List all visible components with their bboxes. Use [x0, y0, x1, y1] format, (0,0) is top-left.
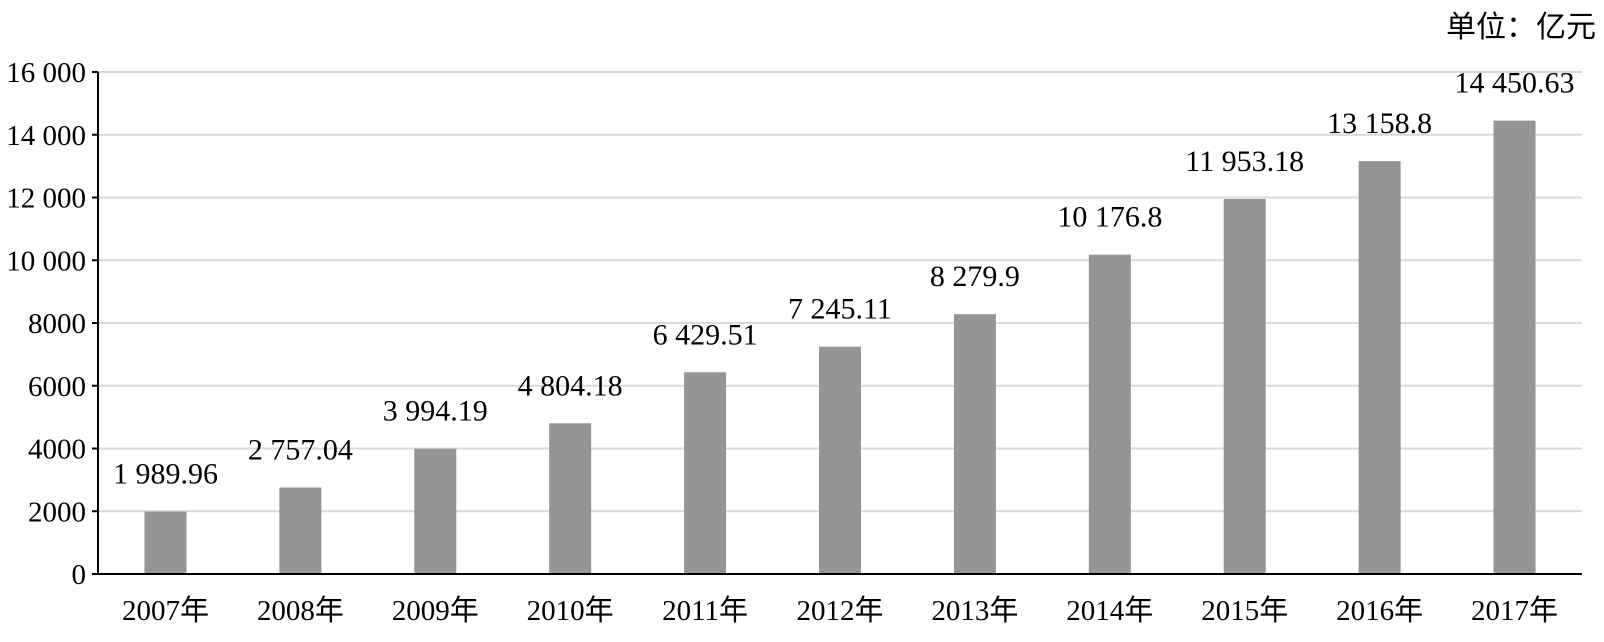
x-tick-label: 2013年 [931, 594, 1018, 627]
x-tick-label: 2017年 [1471, 594, 1558, 627]
data-label: 1 989.96 [113, 458, 218, 491]
y-tick-label: 16 000 [6, 57, 86, 89]
bar [279, 487, 322, 574]
data-label: 4 804.18 [518, 369, 623, 402]
y-tick-label: 12 000 [6, 183, 86, 215]
y-tick-labels: 0 2000 4000 6000 8000 10 000 12 000 14 000 16 00… [6, 57, 86, 591]
x-tick-label: 2007年 [122, 594, 209, 627]
x-tick-labels: 2007年 2008年 2009年 2010年 2011年 2012年 2013年 2014年… [122, 594, 1558, 627]
data-label: 2 757.04 [248, 433, 353, 466]
bar [684, 372, 727, 574]
bar [1493, 120, 1536, 574]
data-label: 10 176.8 [1057, 201, 1162, 234]
y-tick-label: 4000 [28, 434, 86, 466]
bar [549, 423, 592, 574]
bar [144, 511, 187, 574]
data-label: 6 429.51 [653, 318, 758, 351]
y-tick-label: 10 000 [6, 245, 86, 277]
y-tick-label: 6000 [28, 371, 86, 403]
bar [1358, 161, 1401, 575]
axes [92, 71, 1582, 575]
bar [819, 346, 861, 574]
bar [1223, 198, 1266, 574]
data-label: 8 279.9 [930, 260, 1020, 293]
data-labels: 1 989.96 2 757.04 3 994.19 4 804.18 6 429.51… [113, 67, 1575, 491]
x-tick-label: 2016年 [1336, 594, 1423, 627]
y-tick-label: 0 [72, 559, 87, 591]
data-label: 3 994.19 [383, 395, 488, 428]
x-tick-label: 2011年 [662, 594, 748, 627]
x-tick-label: 2010年 [527, 594, 614, 627]
data-label: 14 450.63 [1455, 67, 1575, 100]
x-tick-label: 2009年 [392, 594, 479, 627]
x-tick-label: 2014年 [1066, 594, 1153, 627]
y-tick-label: 14 000 [6, 120, 86, 152]
data-label: 11 953.18 [1185, 145, 1304, 178]
bar [414, 448, 457, 574]
y-tick-label: 8000 [28, 308, 86, 340]
x-tick-label: 2008年 [257, 594, 344, 627]
bars [144, 120, 1536, 575]
bar [953, 314, 996, 574]
x-tick-label: 2012年 [796, 594, 883, 627]
data-label: 7 245.11 [788, 293, 892, 326]
x-tick-label: 2015年 [1201, 594, 1288, 627]
y-tick-label: 2000 [28, 496, 86, 528]
unit-label: 单位：亿元 [1446, 10, 1596, 45]
bar [1088, 254, 1131, 575]
data-label: 13 158.8 [1327, 107, 1432, 140]
